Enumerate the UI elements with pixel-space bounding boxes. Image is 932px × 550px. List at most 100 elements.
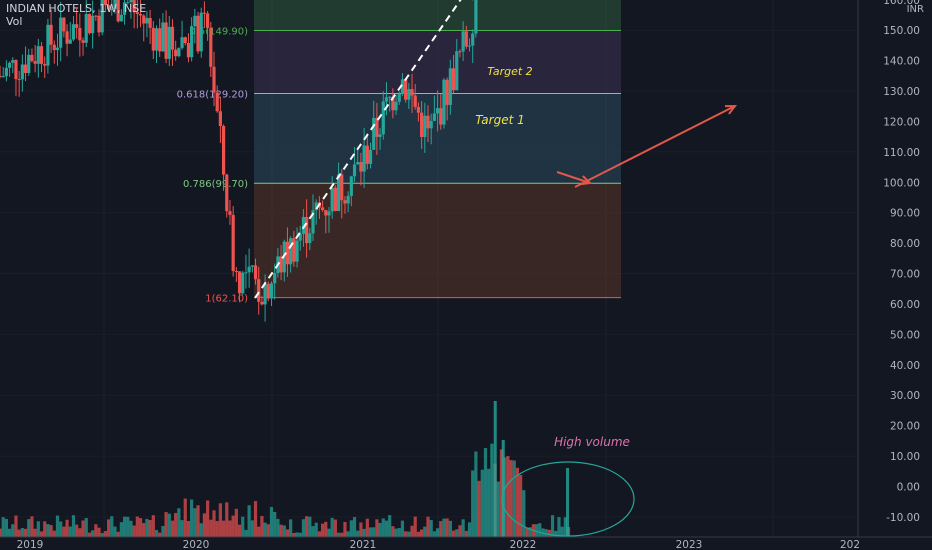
volume-bar xyxy=(129,520,133,537)
volume-bar xyxy=(416,531,421,537)
candle-body xyxy=(135,12,139,15)
candle-body xyxy=(257,279,261,302)
volume-bar xyxy=(87,532,92,537)
volume-bar xyxy=(71,515,76,537)
candle-body xyxy=(289,238,293,265)
volume-bar xyxy=(435,528,440,537)
candle-body xyxy=(378,134,382,137)
candle-body xyxy=(174,49,178,57)
volume-bar xyxy=(560,526,564,537)
price-tick-label: 0.00 xyxy=(897,482,920,494)
high-volume-label: High volume xyxy=(554,435,630,449)
candle-body xyxy=(336,174,341,212)
candle-body xyxy=(151,27,155,51)
volume-bar xyxy=(295,532,299,537)
volume-bar xyxy=(276,518,280,537)
candle-body xyxy=(36,46,40,64)
candlesticks xyxy=(0,0,478,322)
volume-bar xyxy=(279,524,283,537)
candle-body xyxy=(253,265,258,280)
volume-bar xyxy=(36,521,40,537)
candle-body xyxy=(228,211,232,215)
fibonacci-retracement[interactable]: 0(237.75)0.236(196.30)0.382(170.65)0.5(1… xyxy=(177,0,621,305)
volume-bar xyxy=(119,522,123,537)
time-axis[interactable]: 2019 2020 2021 2022 2023 202 xyxy=(0,536,932,550)
volume-bar xyxy=(231,515,235,537)
volume-bar xyxy=(218,503,222,537)
volume-bar xyxy=(135,516,139,537)
fib-zone xyxy=(254,0,621,31)
volume-indicator-label[interactable]: Vol xyxy=(6,15,23,28)
candle-body xyxy=(20,64,24,80)
candle-body xyxy=(55,47,60,51)
volume-bar xyxy=(199,523,203,537)
volume-bar xyxy=(7,528,12,537)
candle-body xyxy=(39,46,44,64)
volume-bar xyxy=(154,529,159,537)
volume-bar xyxy=(46,524,50,537)
high-volume-circle[interactable] xyxy=(501,461,635,537)
volume-bar xyxy=(384,520,389,537)
candle-body xyxy=(241,272,245,294)
volume-bar xyxy=(352,517,357,537)
volume-bar xyxy=(509,460,513,537)
candle-body xyxy=(94,15,98,17)
price-tick-label: 90.00 xyxy=(890,208,920,220)
volume-bar xyxy=(496,481,500,537)
symbol-line[interactable]: INDIAN HOTELS, 1W, NSE xyxy=(6,2,147,15)
candle-body xyxy=(215,92,219,112)
price-tick-label: 80.00 xyxy=(890,238,920,250)
volume-bar xyxy=(282,525,286,537)
price-tick-label: 20.00 xyxy=(890,421,920,433)
drawings[interactable] xyxy=(254,0,738,537)
candle-body xyxy=(410,89,414,96)
volume-bar xyxy=(305,516,309,537)
volume-bar xyxy=(20,527,24,537)
candle-body xyxy=(461,31,465,52)
volume-bar xyxy=(164,512,168,537)
volume-bar xyxy=(27,519,31,537)
candle-body xyxy=(295,240,299,262)
volume-bar xyxy=(167,513,171,537)
price-axis[interactable]: INR320.00310.00300.00290.00280.00270.002… xyxy=(857,0,932,550)
price-tick-label: 50.00 xyxy=(890,329,920,341)
price-tick-label: 150.00 xyxy=(883,25,920,37)
candle-body xyxy=(285,241,290,265)
candle-body xyxy=(183,37,187,44)
breakout-arrow[interactable] xyxy=(574,105,736,188)
volume-bar xyxy=(404,531,408,537)
breakout-arrow-head xyxy=(724,104,738,115)
candle-body xyxy=(1,76,5,78)
volume-bar xyxy=(343,522,347,537)
volume-bar xyxy=(148,520,152,537)
volume-bar xyxy=(340,532,344,537)
candle-body xyxy=(212,66,216,93)
candle-body xyxy=(333,187,337,212)
candle-body xyxy=(474,0,478,34)
volume-bar xyxy=(522,490,526,537)
price-tick-label: 120.00 xyxy=(883,116,920,128)
volume-bar xyxy=(534,524,539,537)
volume-bar xyxy=(320,523,325,537)
volume-bar xyxy=(455,529,459,537)
volume-bar xyxy=(557,517,561,537)
volume-bar xyxy=(212,510,216,537)
volume-bar xyxy=(442,518,446,537)
volume-bar xyxy=(365,518,369,537)
fib-zone xyxy=(254,183,621,298)
volume-bar xyxy=(308,516,312,537)
volume-bar xyxy=(538,523,542,537)
price-tick-label: 30.00 xyxy=(890,390,920,402)
volume-bar xyxy=(458,525,462,537)
candle-body xyxy=(196,15,200,52)
volume-bar xyxy=(55,515,60,537)
volume-bar xyxy=(228,520,232,537)
candle-body xyxy=(266,283,270,299)
volume-bar xyxy=(106,519,111,537)
candle-body xyxy=(372,118,376,150)
volume-bar xyxy=(407,531,411,537)
candle-body xyxy=(314,202,318,211)
candle-body xyxy=(132,0,136,13)
fib-level-label: 0.786(99.70) xyxy=(183,179,248,190)
